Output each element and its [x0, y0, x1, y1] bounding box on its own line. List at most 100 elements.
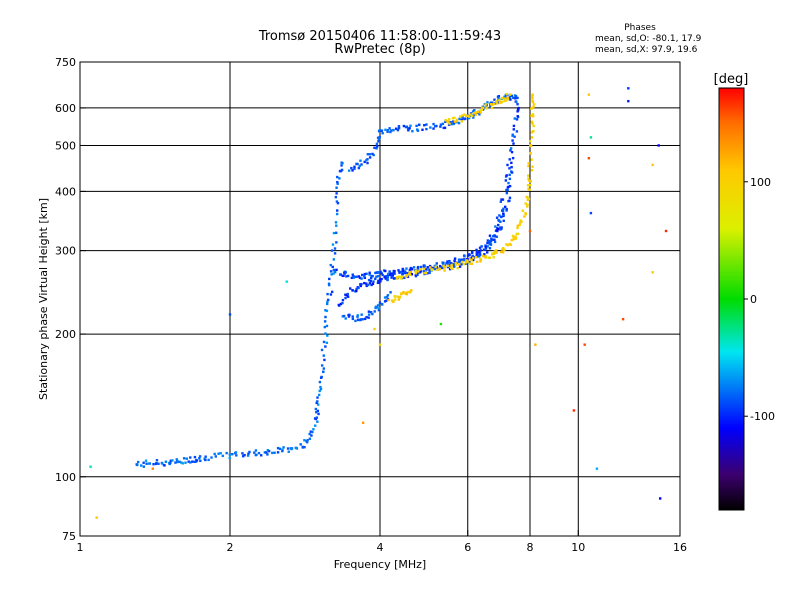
echo-point [447, 118, 451, 121]
echo-point [453, 121, 456, 125]
echo-point [306, 438, 309, 442]
echo-point [406, 271, 409, 275]
echo-point [513, 135, 516, 138]
echo-point [369, 311, 373, 314]
echo-point [508, 96, 512, 100]
echo-point [361, 273, 364, 277]
colorbar-strip [719, 140, 744, 143]
echo-point [532, 129, 535, 133]
echo-point [529, 180, 532, 183]
echo-point [494, 100, 498, 103]
echo-point [286, 447, 290, 450]
echo-point [175, 458, 178, 461]
echo-point [441, 122, 445, 126]
colorbar-strip [719, 210, 744, 213]
colorbar-strip [719, 266, 744, 269]
echo-point [450, 122, 453, 126]
colorbar-strip [719, 502, 744, 505]
echo-point [184, 461, 187, 464]
echo-point [449, 121, 452, 124]
echo-point [452, 263, 455, 266]
colorbar-strip [719, 102, 744, 105]
echo-point [480, 108, 484, 112]
echo-point [207, 458, 210, 462]
colorbar-strip [719, 142, 744, 145]
data-points [89, 87, 668, 519]
echo-point [511, 139, 514, 142]
echo-point [460, 260, 464, 264]
colorbar-strip [719, 166, 744, 169]
echo-point [322, 340, 326, 344]
echo-point [253, 451, 256, 454]
echo-point [488, 104, 492, 107]
colorbar-strip [719, 104, 744, 107]
x-tick-label: 4 [377, 541, 384, 554]
echo-point [521, 209, 525, 212]
echo-point [136, 460, 140, 464]
echo-point [419, 269, 422, 273]
echo-point [361, 421, 365, 424]
echo-point [368, 271, 371, 274]
echo-point [243, 453, 246, 457]
echo-point [328, 277, 331, 281]
echo-point [495, 235, 498, 238]
echo-point [528, 188, 531, 191]
echo-point [504, 179, 508, 182]
echo-point [531, 106, 534, 110]
echo-point [414, 271, 417, 275]
echo-point [340, 168, 344, 172]
echo-point [416, 273, 419, 277]
echo-point [169, 461, 172, 465]
colorbar-strip [719, 506, 744, 509]
echo-point [595, 467, 599, 470]
echo-point [353, 165, 356, 168]
echo-point [332, 269, 336, 272]
echo-point [432, 122, 435, 126]
echo-point [366, 161, 369, 165]
echo-point [502, 207, 505, 210]
echo-point [342, 314, 346, 318]
echo-point [428, 269, 431, 272]
colorbar-strip [719, 436, 744, 439]
axis-ticks: 1 2 4 6 8 10 16 75 100 200 300 400 500 600 750 [55, 56, 687, 554]
echo-point [266, 453, 269, 456]
echo-point [527, 197, 531, 201]
echo-point [422, 267, 426, 270]
echo-point [410, 289, 413, 292]
echo-point [473, 109, 476, 112]
colorbar-strip [719, 400, 744, 403]
echo-point [411, 129, 414, 133]
echo-point [475, 260, 479, 264]
colorbar-gradient [719, 88, 744, 511]
echo-point [323, 325, 326, 329]
x-tick-label: 1 [77, 541, 84, 554]
colorbar-strip [719, 164, 744, 167]
x-tick-label: 2 [227, 541, 234, 554]
echo-point [453, 257, 457, 260]
echo-point [316, 420, 319, 423]
colorbar-strip [719, 288, 744, 291]
echo-point [397, 269, 400, 272]
colorbar-strip [719, 402, 744, 405]
echo-point [417, 271, 420, 274]
echo-point [198, 457, 201, 460]
echo-point [363, 281, 366, 285]
echo-point [257, 451, 261, 455]
echo-point [451, 116, 455, 120]
echo-point [339, 273, 343, 276]
echo-point [512, 124, 516, 128]
echo-point [508, 167, 511, 170]
echo-point [336, 182, 339, 186]
echo-point [446, 261, 450, 264]
echo-point [333, 247, 337, 250]
echo-point [400, 275, 404, 279]
colorbar-strip [719, 218, 744, 221]
echo-point [484, 247, 488, 250]
colorbar-strip [719, 428, 744, 431]
x-tick-label: 8 [527, 541, 534, 554]
echo-point [401, 267, 404, 271]
echo-point [508, 94, 512, 98]
echo-point [493, 234, 497, 238]
echo-point [502, 219, 505, 223]
colorbar-strip [719, 160, 744, 163]
